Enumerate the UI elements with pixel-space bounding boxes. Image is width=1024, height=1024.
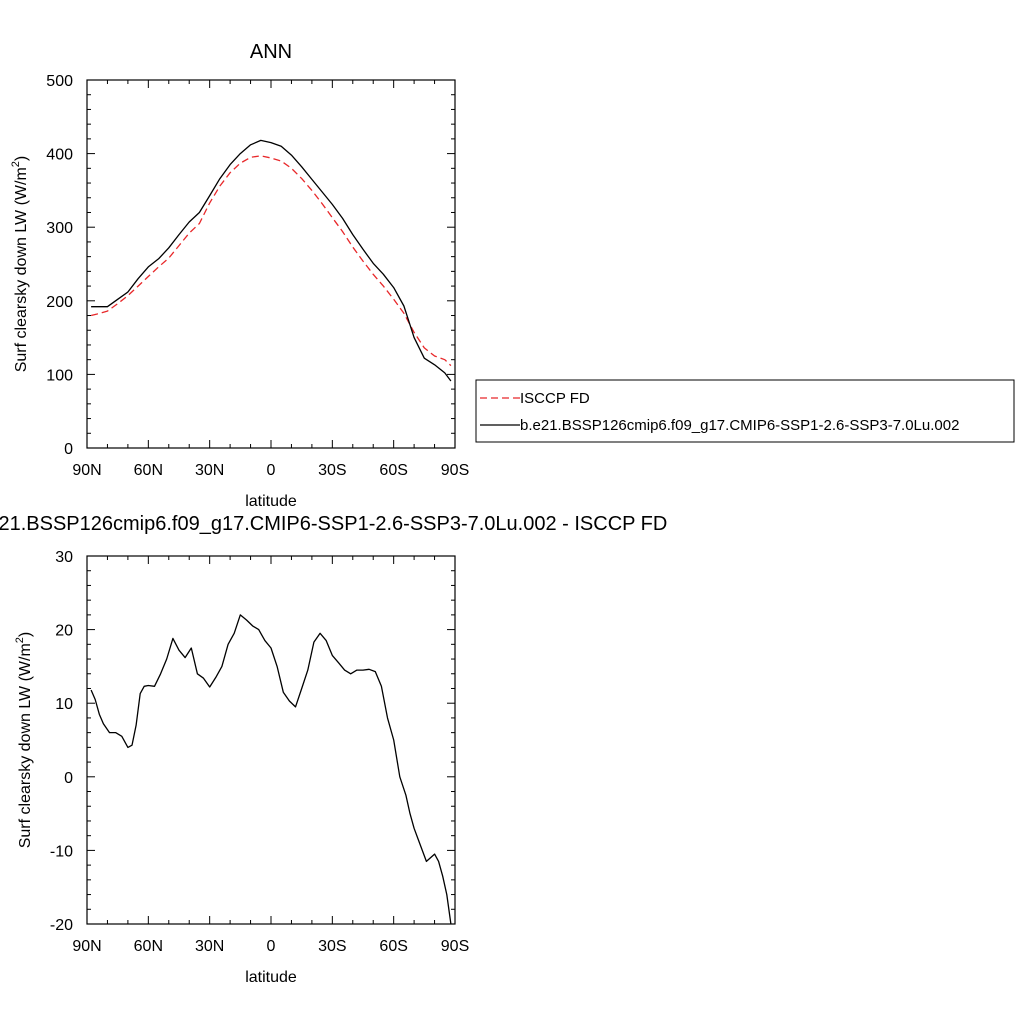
- chart-title: b.e21.BSSP126cmip6.f09_g17.CMIP6-SSP1-2.…: [0, 513, 667, 535]
- y-axis-label-main: Surf clearsky down LW (W/m: [13, 167, 30, 372]
- bottom-panel: 90N 60N 30N 0 30S 60S 90S -20 -10 0 10 20 30 b.e21.BS…: [0, 513, 667, 986]
- plot-frame: [86, 555, 456, 925]
- y-tick-label: 100: [46, 367, 73, 384]
- y-tick-label: 200: [46, 294, 73, 311]
- x-tick-label: 30N: [195, 462, 224, 479]
- x-tick-label: 90N: [72, 938, 101, 955]
- y-tick-label: 10: [55, 696, 73, 713]
- y-axis-label-superscript: 2: [10, 161, 22, 167]
- y-axis-label-end: ): [17, 632, 34, 637]
- y-axis-label: Surf clearsky down LW (W/m2): [14, 632, 34, 849]
- x-axis-label: latitude: [245, 493, 297, 510]
- y-tick-label: -10: [50, 843, 73, 860]
- x-tick-label: 30N: [195, 938, 224, 955]
- x-tick-label: 60N: [134, 462, 163, 479]
- series-line-0: [90, 614, 452, 925]
- legend-entry-0: ISCCP FD: [520, 390, 590, 407]
- x-tick-label: 90N: [72, 462, 101, 479]
- series-line-1: [91, 139, 452, 382]
- y-tick-label: 20: [55, 623, 73, 640]
- legend-box: [475, 379, 1015, 443]
- x-tick-label: 60N: [134, 938, 163, 955]
- x-tick-label: 0: [267, 938, 276, 955]
- x-tick-label: 90S: [441, 938, 469, 955]
- y-tick-label: 300: [46, 220, 73, 237]
- y-tick-label: 0: [64, 770, 73, 787]
- y-tick-label: 0: [64, 441, 73, 458]
- x-tick-label: 90S: [441, 462, 469, 479]
- x-tick-label: 30S: [318, 938, 346, 955]
- y-tick-label: 500: [46, 73, 73, 90]
- y-axis-label: Surf clearsky down LW (W/m2): [10, 156, 30, 373]
- y-tick-label: 30: [55, 549, 73, 566]
- chart-title: ANN: [250, 41, 292, 63]
- y-axis-label-superscript: 2: [14, 637, 26, 643]
- x-tick-label: 30S: [318, 462, 346, 479]
- y-axis-label-main: Surf clearsky down LW (W/m: [17, 643, 34, 848]
- x-tick-label: 0: [267, 462, 276, 479]
- legend-entry-1: b.e21.BSSP126cmip6.f09_g17.CMIP6-SSP1-2.…: [520, 417, 959, 434]
- x-axis-label: latitude: [245, 969, 297, 986]
- x-tick-label: 60S: [379, 462, 407, 479]
- y-tick-label: 400: [46, 147, 73, 164]
- series-line-0: [90, 155, 452, 367]
- y-tick-label: -20: [50, 917, 73, 934]
- y-axis-label-end: ): [13, 156, 30, 161]
- top-panel: 90N 60N 30N 0 30S 60S 90S 0 100 200 300 400 500 ANN la…: [10, 41, 1015, 510]
- plot-frame: [86, 79, 456, 449]
- x-tick-label: 60S: [379, 938, 407, 955]
